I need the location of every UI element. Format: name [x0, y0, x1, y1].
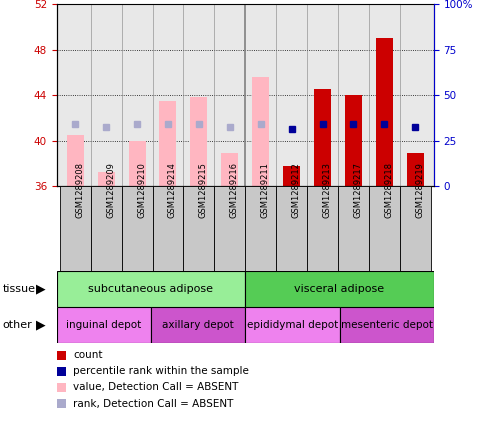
- Bar: [151, 307, 245, 343]
- Text: GSM1289210: GSM1289210: [137, 162, 146, 218]
- Text: percentile rank within the sample: percentile rank within the sample: [73, 366, 249, 376]
- Bar: [376, 38, 393, 186]
- Text: GSM1289217: GSM1289217: [353, 162, 362, 218]
- Text: mesenteric depot: mesenteric depot: [341, 320, 433, 330]
- Bar: [57, 271, 245, 307]
- Bar: [345, 95, 362, 186]
- Text: GSM1289212: GSM1289212: [292, 162, 301, 218]
- Text: subcutaneous adipose: subcutaneous adipose: [88, 284, 213, 294]
- Bar: [60, 186, 91, 271]
- Bar: [369, 186, 400, 271]
- Bar: [214, 186, 245, 271]
- Text: GSM1289215: GSM1289215: [199, 162, 208, 218]
- Text: visceral adipose: visceral adipose: [294, 284, 385, 294]
- Bar: [152, 186, 183, 271]
- Text: axillary depot: axillary depot: [162, 320, 234, 330]
- Text: GSM1289218: GSM1289218: [385, 162, 393, 218]
- Bar: [98, 173, 115, 186]
- Text: GSM1289208: GSM1289208: [75, 162, 84, 218]
- Text: GSM1289213: GSM1289213: [322, 162, 332, 218]
- Bar: [122, 186, 152, 271]
- Bar: [340, 307, 434, 343]
- Bar: [245, 186, 276, 271]
- Text: other: other: [2, 320, 32, 330]
- Bar: [129, 140, 145, 186]
- Bar: [67, 135, 84, 186]
- Text: inguinal depot: inguinal depot: [66, 320, 141, 330]
- Text: value, Detection Call = ABSENT: value, Detection Call = ABSENT: [73, 382, 239, 393]
- Text: GSM1289209: GSM1289209: [106, 162, 115, 218]
- Text: epididymal depot: epididymal depot: [247, 320, 338, 330]
- Bar: [57, 307, 151, 343]
- Text: ▶: ▶: [35, 282, 45, 295]
- Text: GSM1289211: GSM1289211: [261, 162, 270, 218]
- Bar: [159, 101, 176, 186]
- Text: GSM1289214: GSM1289214: [168, 162, 177, 218]
- Bar: [407, 153, 424, 186]
- Bar: [307, 186, 338, 271]
- Bar: [190, 97, 208, 186]
- Bar: [252, 77, 269, 186]
- Text: ▶: ▶: [35, 318, 45, 331]
- Bar: [283, 166, 300, 186]
- Text: tissue: tissue: [2, 284, 35, 294]
- Text: count: count: [73, 350, 103, 360]
- Bar: [221, 153, 238, 186]
- Bar: [314, 90, 331, 186]
- Text: rank, Detection Call = ABSENT: rank, Detection Call = ABSENT: [73, 398, 234, 409]
- Text: GSM1289216: GSM1289216: [230, 162, 239, 218]
- Bar: [91, 186, 122, 271]
- Bar: [183, 186, 214, 271]
- Bar: [245, 271, 434, 307]
- Bar: [338, 186, 369, 271]
- Text: GSM1289219: GSM1289219: [415, 162, 424, 218]
- Bar: [245, 307, 340, 343]
- Bar: [276, 186, 307, 271]
- Bar: [400, 186, 431, 271]
